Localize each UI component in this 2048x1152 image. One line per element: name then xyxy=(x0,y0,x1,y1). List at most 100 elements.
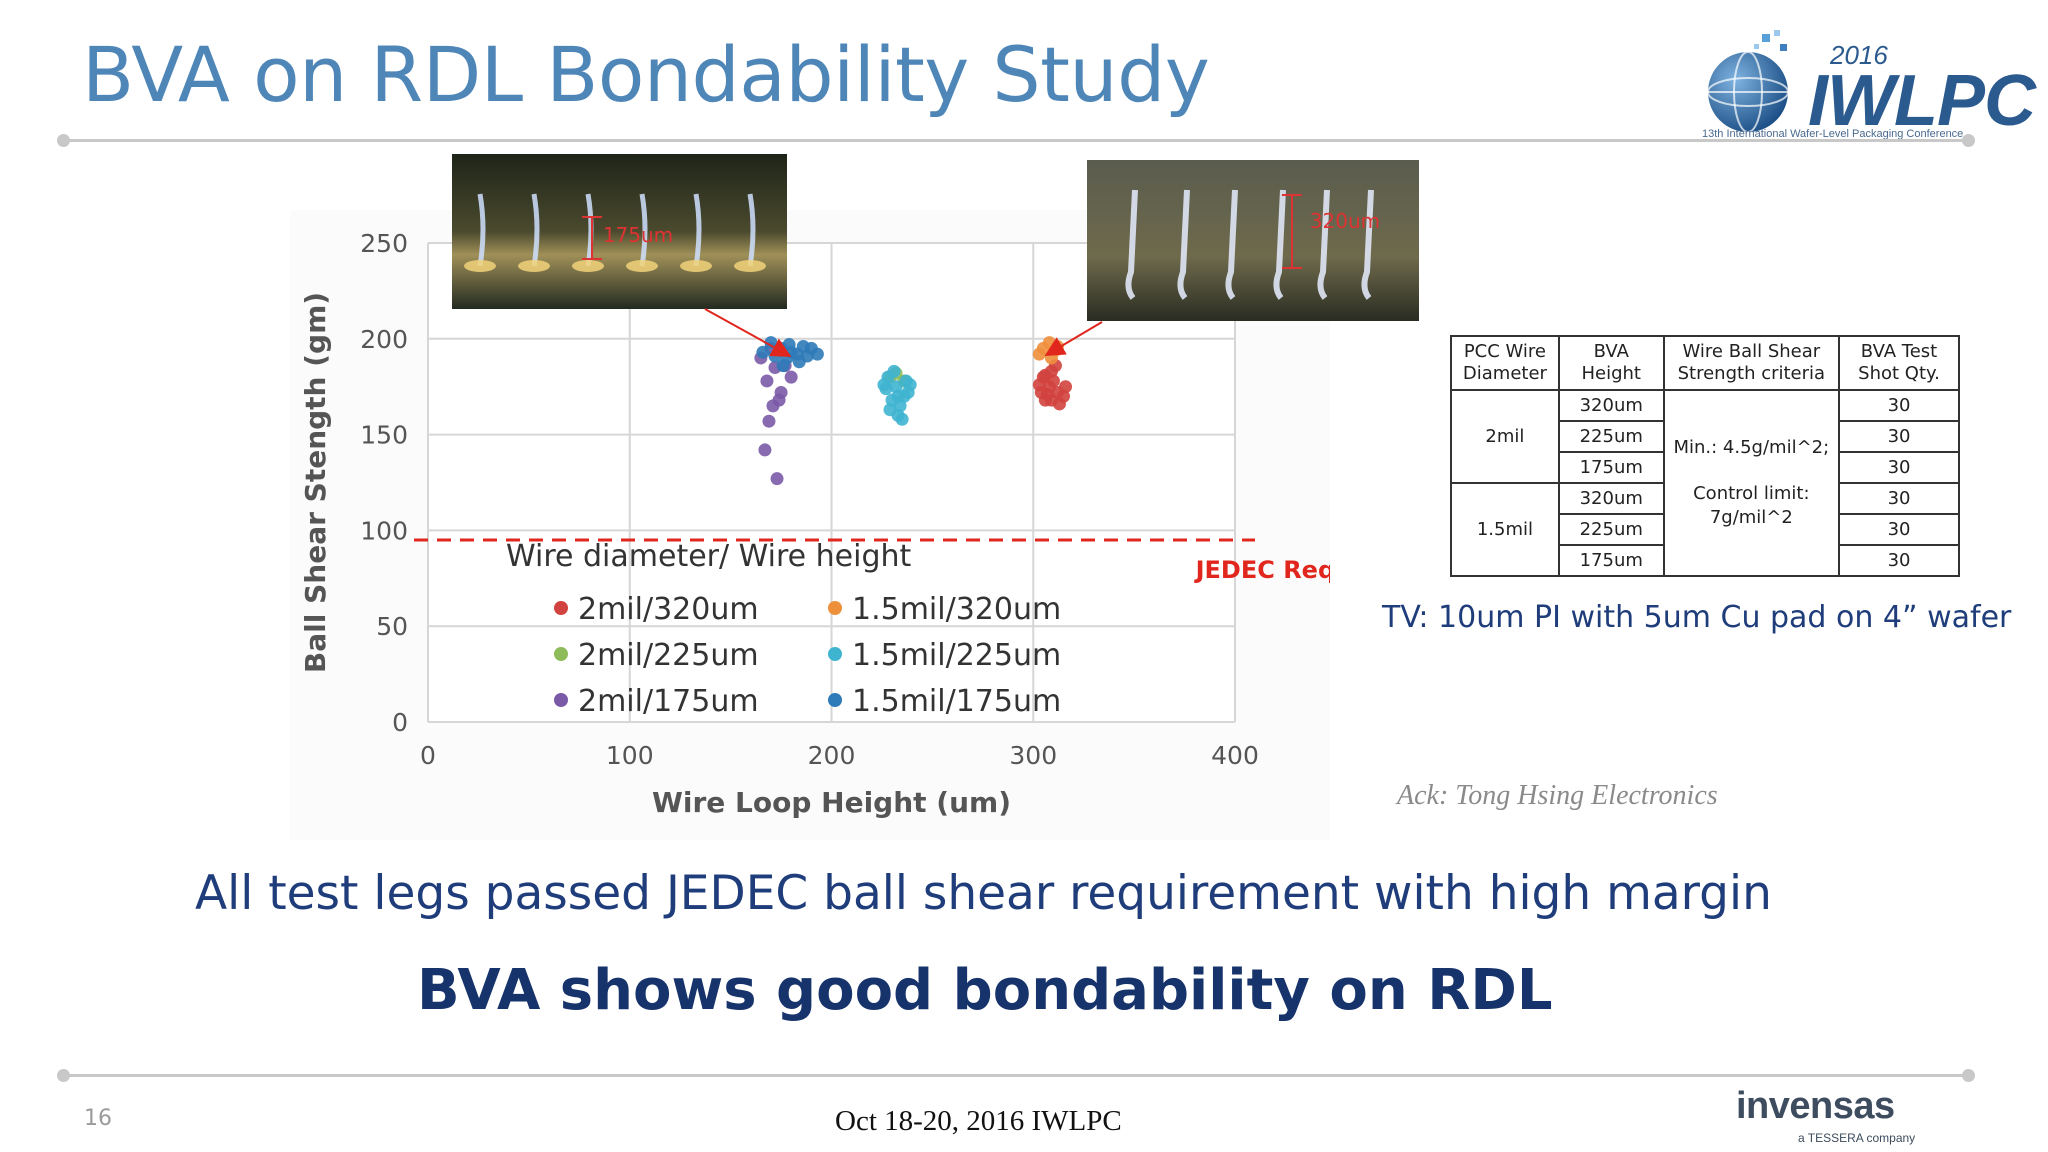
wire-stub xyxy=(1317,189,1330,300)
chart-legend: Wire diameter/ Wire height 2mil/320um 2mil… xyxy=(506,539,1061,719)
data-point xyxy=(756,345,770,359)
wire-ball xyxy=(572,260,604,272)
logo-subtitle: 13th International Wafer-Level Packaging… xyxy=(1702,128,1964,140)
data-point xyxy=(758,443,772,457)
table-cell-height: 225um xyxy=(1557,420,1665,453)
acknowledgement: Ack: Tong Hsing Electronics xyxy=(1397,780,1718,811)
conclusion-line-2: BVA shows good bondability on RDL xyxy=(417,958,1553,1023)
chart-axes: 0 50 100 150 200 250 0 100 200 300 400 Wire Loop He… xyxy=(299,229,1259,819)
x-tick-label: 100 xyxy=(606,741,654,770)
y-axis-label: Ball Shear Stength (gm) xyxy=(299,292,332,673)
data-point xyxy=(895,412,909,426)
globe-icon xyxy=(1707,30,1789,133)
page-number: 16 xyxy=(84,1106,112,1131)
logo-year: 2016 xyxy=(1830,40,1888,70)
wire-stub xyxy=(639,193,648,267)
wire-stub xyxy=(1177,189,1190,300)
x-axis-label: Wire Loop Height (um) xyxy=(652,786,1011,819)
table-cell-criteria: Min.: 4.5g/mil^2; Control limit: 7g/mil^… xyxy=(1662,389,1841,577)
table-cell-diameter: 1.5mil xyxy=(1450,482,1560,577)
table-row: 2mil 320um Min.: 4.5g/mil^2; Control lim… xyxy=(1450,389,1960,577)
footer-rule xyxy=(63,1074,1968,1077)
wire-stub xyxy=(531,193,540,267)
legend-label: 2mil/320um xyxy=(578,592,759,627)
data-point xyxy=(891,389,905,403)
data-point xyxy=(772,393,786,407)
header-rule xyxy=(63,139,1968,142)
wire-ball xyxy=(464,260,496,272)
table-cell-qty: 30 xyxy=(1838,389,1960,422)
wire-stub xyxy=(1225,189,1238,300)
data-point xyxy=(792,355,806,369)
table-header-qty: BVA Test Shot Qty. xyxy=(1838,335,1960,391)
photo-annotation-175um: 175um xyxy=(603,223,673,247)
criteria-min: Min.: 4.5g/mil^2; xyxy=(1673,437,1830,458)
test-vehicle-note: TV: 10um PI with 5um Cu pad on 4” wafer xyxy=(1382,600,2012,635)
x-tick-label: 0 xyxy=(420,741,436,770)
data-point xyxy=(1059,380,1073,394)
data-point xyxy=(784,370,798,384)
wire-stub xyxy=(477,193,486,267)
y-tick-label: 100 xyxy=(360,516,408,545)
bva-test-table: PCC Wire Diameter BVA Height Wire Ball S… xyxy=(1450,335,1960,577)
table-cell-qty: 30 xyxy=(1838,451,1960,484)
wire-stub xyxy=(693,193,702,267)
legend-label: 2mil/175um xyxy=(578,684,759,719)
table-row: 1.5mil 320um 30 xyxy=(1450,482,1960,577)
table-header-diameter: PCC Wire Diameter xyxy=(1450,335,1560,391)
wire-ball xyxy=(734,260,766,272)
legend-label: 2mil/225um xyxy=(578,638,759,673)
company-logo: invensas a TESSERA company xyxy=(1736,1085,1926,1145)
y-tick-label: 50 xyxy=(376,612,408,641)
table-cell-height: 175um xyxy=(1557,451,1665,484)
logo-wordmark: IWLPC xyxy=(1808,61,2036,141)
y-tick-label: 200 xyxy=(360,325,408,354)
table-row: 175um 30 xyxy=(1451,544,1960,577)
table-cell-qty: 30 xyxy=(1838,420,1960,453)
data-point xyxy=(1050,339,1064,353)
y-tick-label: 150 xyxy=(360,421,408,450)
legend-marker xyxy=(554,601,568,615)
table-cell-qty: 30 xyxy=(1838,482,1960,515)
footer-rule-dot-right xyxy=(1962,1069,1975,1082)
legend-marker xyxy=(828,693,842,707)
y-tick-label: 0 xyxy=(392,708,408,737)
page-title: BVA on RDL Bondability Study xyxy=(82,30,1210,119)
jedec-label: JEDEC Requirement xyxy=(1194,556,1330,584)
legend-label: 1.5mil/175um xyxy=(852,684,1061,719)
company-subtitle: a TESSERA company xyxy=(1798,1131,1916,1145)
legend-marker xyxy=(828,647,842,661)
wire-ball xyxy=(626,260,658,272)
table-cell-diameter: 2mil xyxy=(1450,389,1560,484)
table-header-height: BVA Height xyxy=(1557,335,1665,391)
table-row: 225um 30 xyxy=(1451,420,1960,453)
wire-stub xyxy=(1361,189,1374,300)
data-point xyxy=(770,472,784,486)
data-point xyxy=(1034,385,1048,399)
company-wordmark: invensas xyxy=(1736,1085,1895,1127)
data-point xyxy=(1032,347,1046,361)
header-rule-dot-right xyxy=(1962,134,1975,147)
bva-photo-175um: 175um xyxy=(452,154,787,309)
data-point xyxy=(883,403,897,417)
footer-event: Oct 18-20, 2016 IWLPC xyxy=(835,1105,1122,1137)
wire-stub xyxy=(747,193,756,267)
legend-title: Wire diameter/ Wire height xyxy=(506,539,912,574)
table-header-criteria: Wire Ball Shear Strength criteria xyxy=(1662,335,1841,391)
data-point xyxy=(782,338,796,352)
bva-photo-320um: 320um xyxy=(1087,160,1419,321)
table-row: 175um 30 xyxy=(1451,451,1960,484)
legend-marker xyxy=(828,601,842,615)
data-point xyxy=(887,364,901,378)
wire-stub xyxy=(1273,189,1286,300)
table-cell-qty: 30 xyxy=(1838,513,1960,546)
photo-annotation-320um: 320um xyxy=(1310,209,1380,233)
x-tick-label: 200 xyxy=(808,741,856,770)
conclusion-line-1: All test legs passed JEDEC ball shear re… xyxy=(195,866,1772,921)
data-point xyxy=(1038,368,1052,382)
wire-stub xyxy=(1125,189,1138,300)
table-cell-qty: 30 xyxy=(1838,544,1960,577)
x-tick-label: 300 xyxy=(1009,741,1057,770)
wire-ball xyxy=(680,260,712,272)
data-point xyxy=(879,382,893,396)
